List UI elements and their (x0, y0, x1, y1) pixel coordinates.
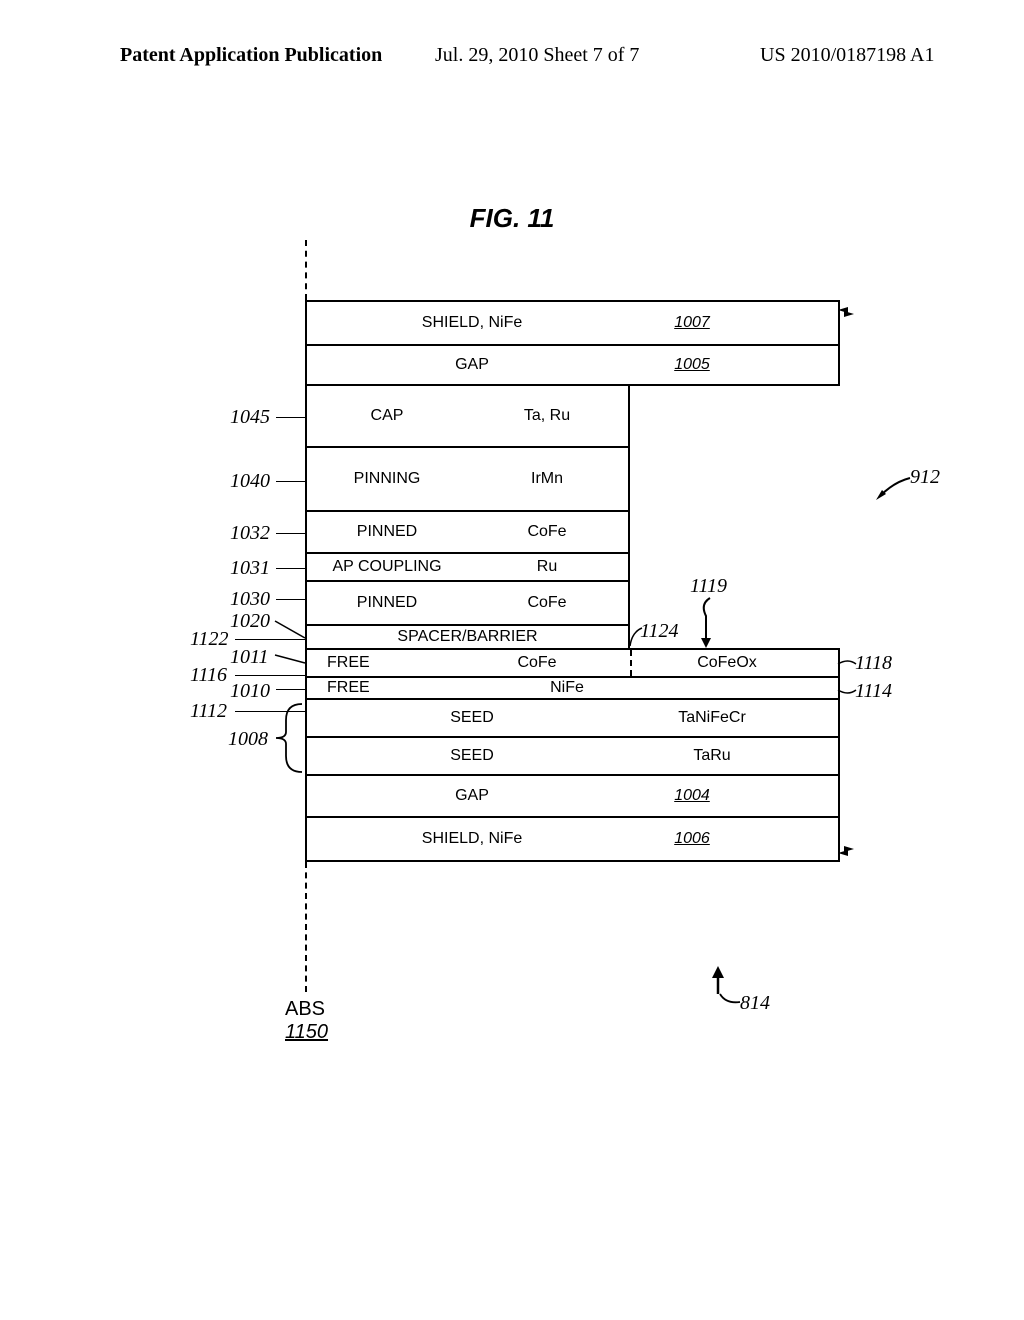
lead-1114 (838, 684, 858, 696)
row-free1: FREE CoFe CoFeOx (305, 648, 840, 678)
lbl-1122: 1122 (190, 628, 229, 651)
txt-gap-top: GAP (307, 356, 637, 374)
txt-spacer: SPACER/BARRIER (397, 628, 537, 646)
lead-912 (876, 476, 916, 500)
txt-free2-a: FREE (307, 679, 447, 697)
abs-dashed-bot (305, 862, 307, 992)
brace-1008 (272, 702, 312, 774)
lbl-1112: 1112 (190, 700, 227, 723)
row-gap-top: GAP 1005 (305, 344, 840, 386)
txt-free1-b: CoFe (447, 654, 627, 672)
txt-pinned2-a: PINNED (307, 594, 467, 612)
txt-free1-a: FREE (307, 654, 447, 672)
txt-pin-a: PINNING (307, 470, 467, 488)
lead-1040 (276, 481, 305, 482)
row-free2: FREE NiFe (305, 676, 840, 700)
lead-1011 (270, 650, 310, 670)
txt-ap-b: Ru (467, 558, 627, 576)
lead-1122 (235, 639, 305, 640)
lbl-1118: 1118 (855, 652, 892, 675)
lbl-1010: 1010 (230, 680, 270, 703)
arrow-1119 (700, 596, 730, 652)
layer-diagram: SHIELD, NiFe 1007 GAP 1005 CAP Ta, Ru PI… (120, 230, 920, 1130)
txt-seed1-a: SEED (307, 709, 637, 727)
lead-1030 (276, 599, 305, 600)
txt-gapb-a: GAP (307, 787, 637, 805)
lbl-1020: 1020 (230, 610, 270, 633)
lbl-1116: 1116 (190, 664, 227, 687)
txt-pinned1-a: PINNED (307, 523, 467, 541)
lbl-1114: 1114 (855, 680, 892, 703)
lbl-1008: 1008 (228, 728, 268, 751)
num-1006: 1006 (637, 830, 747, 848)
row-pinned2: PINNED CoFe (305, 580, 630, 626)
abs-text: ABS (285, 998, 325, 1020)
row-seed2: SEED TaRu (305, 736, 840, 776)
lbl-1030: 1030 (230, 588, 270, 611)
txt-free1-c: CoFeOx (627, 654, 827, 672)
header-left: Patent Application Publication (120, 44, 382, 67)
shield-top-arrow-icon (838, 307, 854, 317)
lbl-1032: 1032 (230, 522, 270, 545)
num-1007: 1007 (637, 314, 747, 332)
lead-1045 (276, 417, 305, 418)
lead-1032 (276, 533, 305, 534)
header-center: Jul. 29, 2010 Sheet 7 of 7 (435, 44, 639, 67)
txt-cap-b: Ta, Ru (467, 407, 627, 425)
row-seed1: SEED TaNiFeCr (305, 698, 840, 738)
free1-dash (630, 650, 632, 676)
lbl-1119: 1119 (690, 575, 727, 598)
abs-label: ABS 1150 (285, 998, 328, 1044)
txt-seed1-b: TaNiFeCr (637, 709, 787, 727)
txt-free2-b: NiFe (447, 679, 687, 697)
row-cap: CAP Ta, Ru (305, 384, 630, 448)
abs-num: 1150 (285, 1021, 328, 1043)
txt-shieldb-a: SHIELD, NiFe (307, 830, 637, 848)
lead-1116 (235, 675, 305, 676)
lead-1118 (838, 658, 858, 670)
lbl-1011: 1011 (230, 646, 269, 669)
lead-1031 (276, 568, 305, 569)
txt-seed2-b: TaRu (637, 747, 787, 765)
row-gap-bot: GAP 1004 (305, 774, 840, 818)
lead-1124 (628, 626, 648, 650)
page: Patent Application Publication Jul. 29, … (0, 0, 1024, 1320)
lbl-1040: 1040 (230, 470, 270, 493)
row-apcoupling: AP COUPLING Ru (305, 552, 630, 582)
arrow-814 (704, 966, 754, 1016)
row-spacer: SPACER/BARRIER (305, 624, 630, 650)
row-shield-bot: SHIELD, NiFe 1006 (305, 816, 840, 862)
txt-pin-b: IrMn (467, 470, 627, 488)
txt-pinned1-b: CoFe (467, 523, 627, 541)
txt-pinned2-b: CoFe (467, 594, 627, 612)
header-right: US 2010/0187198 A1 (760, 44, 934, 67)
shield-bot-arrow-icon (838, 846, 854, 856)
row-pinning: PINNING IrMn (305, 446, 630, 512)
txt-shield-top: SHIELD, NiFe (307, 314, 637, 332)
lead-1010 (276, 689, 305, 690)
txt-ap-a: AP COUPLING (307, 558, 467, 576)
num-1004: 1004 (637, 787, 747, 805)
txt-cap-a: CAP (307, 407, 467, 425)
lbl-1045: 1045 (230, 406, 270, 429)
abs-dashed-top (305, 240, 307, 300)
row-shield-top: SHIELD, NiFe 1007 (305, 300, 840, 346)
lead-1020 (270, 618, 310, 648)
num-1005: 1005 (637, 356, 747, 374)
row-pinned1: PINNED CoFe (305, 510, 630, 554)
txt-seed2-a: SEED (307, 747, 637, 765)
lbl-1031: 1031 (230, 557, 270, 580)
